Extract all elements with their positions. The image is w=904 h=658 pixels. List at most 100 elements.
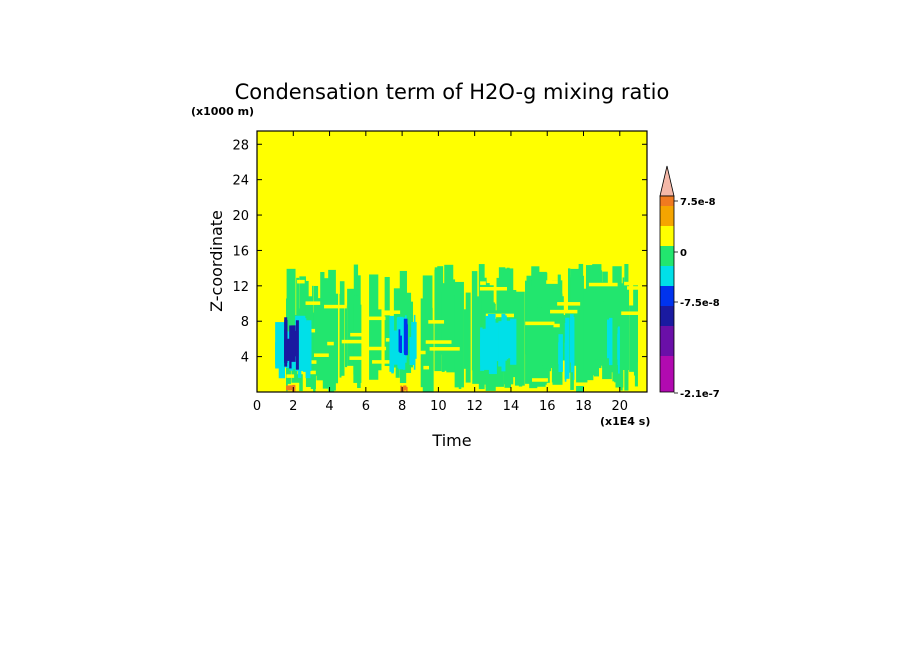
contour-patch (284, 319, 288, 363)
contour-gap (428, 320, 445, 324)
contour-region (480, 313, 517, 375)
contour-patch (609, 317, 612, 365)
contour-patch (289, 385, 295, 391)
x-axis-label: Time (431, 431, 471, 450)
x-tick-label: 2 (289, 399, 297, 414)
y-tick-label: 4 (241, 351, 249, 366)
y-tick-label: 28 (232, 138, 249, 153)
contour-patch (384, 276, 390, 366)
contour-gap (557, 302, 581, 306)
contour-patch (463, 309, 467, 369)
x-axis-unit: (x1E4 s) (600, 415, 650, 428)
contour-gap (626, 286, 647, 290)
contour-patch (287, 338, 292, 361)
colorbar-label: -2.1e-7 (680, 389, 720, 400)
contour-patch (518, 305, 523, 387)
contour-region (389, 314, 417, 374)
contour-gap (485, 313, 514, 318)
contour-region (398, 318, 408, 356)
contour-gap (501, 387, 515, 392)
contour-patch (558, 342, 561, 365)
contour-patch (620, 310, 623, 391)
colorbar-segment (660, 196, 674, 206)
contour-patch (402, 386, 405, 392)
contour-patch (558, 334, 563, 372)
contour-gap (286, 374, 295, 378)
contour-patch (633, 284, 638, 376)
contour-patch (295, 315, 306, 363)
contour-patch (328, 292, 335, 392)
chart-title: Condensation term of H2O-g mixing ratio (235, 80, 670, 104)
x-tick-label: 4 (325, 399, 333, 414)
contour-patch (472, 296, 482, 384)
contour-patch (612, 266, 622, 382)
contour-patch (276, 341, 280, 368)
contour-patch (510, 318, 517, 365)
contour-gap (327, 341, 334, 346)
colorbar-segment (660, 246, 674, 266)
contour-region (400, 385, 408, 392)
contour-gap (364, 346, 387, 351)
contour-patch (557, 274, 561, 366)
contour-gap (525, 321, 555, 326)
contour-patch (420, 298, 426, 388)
contour-gap (550, 309, 578, 314)
contour-gap (415, 350, 426, 355)
x-tick-label: 0 (253, 399, 261, 414)
contour-gap (305, 301, 321, 305)
contour-patch (344, 305, 348, 368)
y-tick-label: 24 (232, 174, 249, 189)
contour-patch (347, 288, 358, 366)
colorbar-frame (659, 195, 675, 393)
contour-gap (574, 382, 592, 386)
contour-gap (532, 378, 548, 382)
contour-patch (441, 283, 445, 372)
contour-patch (465, 292, 471, 383)
contour-patch (377, 309, 382, 371)
contour-patch (291, 325, 296, 362)
x-tick-label: 6 (362, 399, 370, 414)
contour-patch (480, 328, 487, 357)
y-axis-unit: (x1000 m) (191, 105, 254, 118)
contour-patch (313, 285, 319, 376)
contour-gap (423, 365, 430, 370)
contour-gap (624, 281, 647, 286)
colorbar-segment (660, 286, 674, 306)
plot-area (257, 131, 647, 392)
contour-patch (398, 329, 401, 352)
contour-patch (286, 385, 291, 391)
contour-gap (313, 353, 329, 357)
contour-gap (383, 311, 394, 316)
contour-patch (570, 320, 574, 373)
contour-patch (286, 268, 296, 363)
x-tick-label: 10 (430, 399, 447, 414)
contour-patch (434, 269, 442, 356)
contour-patch (404, 324, 408, 356)
contour-patch (629, 305, 635, 372)
x-tick-label: 20 (612, 399, 629, 414)
contour-gap (480, 281, 486, 285)
contour-patch (339, 281, 345, 376)
colorbar-segment (660, 356, 674, 392)
contour-patch (606, 319, 611, 359)
contour-patch (525, 280, 527, 355)
colorbar-label: 7.5e-8 (680, 197, 716, 208)
contour-gap (553, 323, 560, 328)
contour-patch (498, 321, 505, 359)
contour-patch (320, 272, 325, 358)
contour-patch (357, 275, 361, 388)
contour-patch (294, 330, 299, 357)
contour-patch (454, 281, 464, 388)
contour-patch (565, 317, 570, 379)
contour-patch (542, 288, 553, 369)
colorbar-segment (660, 206, 674, 226)
x-tick-label: 14 (503, 399, 520, 414)
x-tick-label: 16 (539, 399, 556, 414)
y-tick-label: 16 (232, 244, 249, 259)
contour-gap (546, 280, 558, 284)
contour-patch (573, 316, 575, 380)
contour-gap (350, 332, 367, 337)
contour-gap (372, 360, 396, 364)
